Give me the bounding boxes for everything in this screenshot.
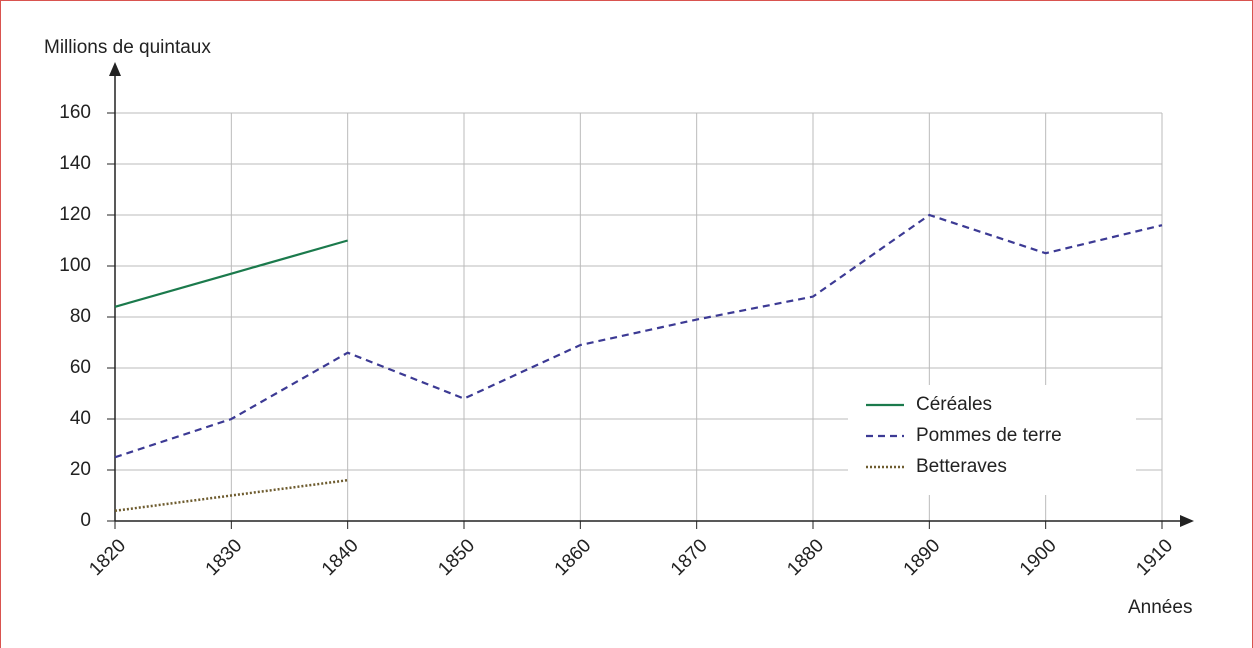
y-tick-label: 40 [70, 408, 91, 429]
y-tick-label: 60 [70, 357, 91, 378]
data-line [114, 239, 348, 308]
x-tick-label: 1840 [318, 535, 363, 580]
x-tick-label: 1880 [783, 535, 828, 580]
y-tick-label: 100 [59, 255, 91, 276]
y-tick-label: 140 [59, 153, 91, 174]
y-axis-label: Millions de quintaux [44, 37, 211, 58]
legend-label: Céréales [916, 394, 992, 415]
data-line [114, 213, 1163, 459]
x-tick-label: 1870 [667, 535, 712, 580]
legend-box [848, 385, 1136, 495]
legend-label: Betteraves [916, 456, 1007, 477]
y-tick-label: 0 [80, 510, 91, 531]
y-tick-label: 80 [70, 306, 91, 327]
x-tick-label: 1900 [1016, 535, 1061, 580]
x-tick-label: 1830 [202, 535, 247, 580]
data-line [114, 478, 348, 513]
x-tick-label: 1860 [551, 535, 596, 580]
y-tick-label: 20 [70, 459, 91, 480]
x-tick-label: 1820 [85, 535, 130, 580]
x-tick-label: 1890 [900, 535, 945, 580]
y-tick-label: 160 [59, 102, 91, 123]
y-tick-label: 120 [59, 204, 91, 225]
y-axis-arrow [109, 62, 121, 76]
x-tick-label: 1850 [434, 535, 479, 580]
x-axis-arrow [1180, 515, 1194, 527]
legend-label: Pommes de terre [916, 425, 1062, 446]
x-axis-label: Années [1128, 597, 1192, 618]
x-tick-label: 1910 [1132, 535, 1177, 580]
